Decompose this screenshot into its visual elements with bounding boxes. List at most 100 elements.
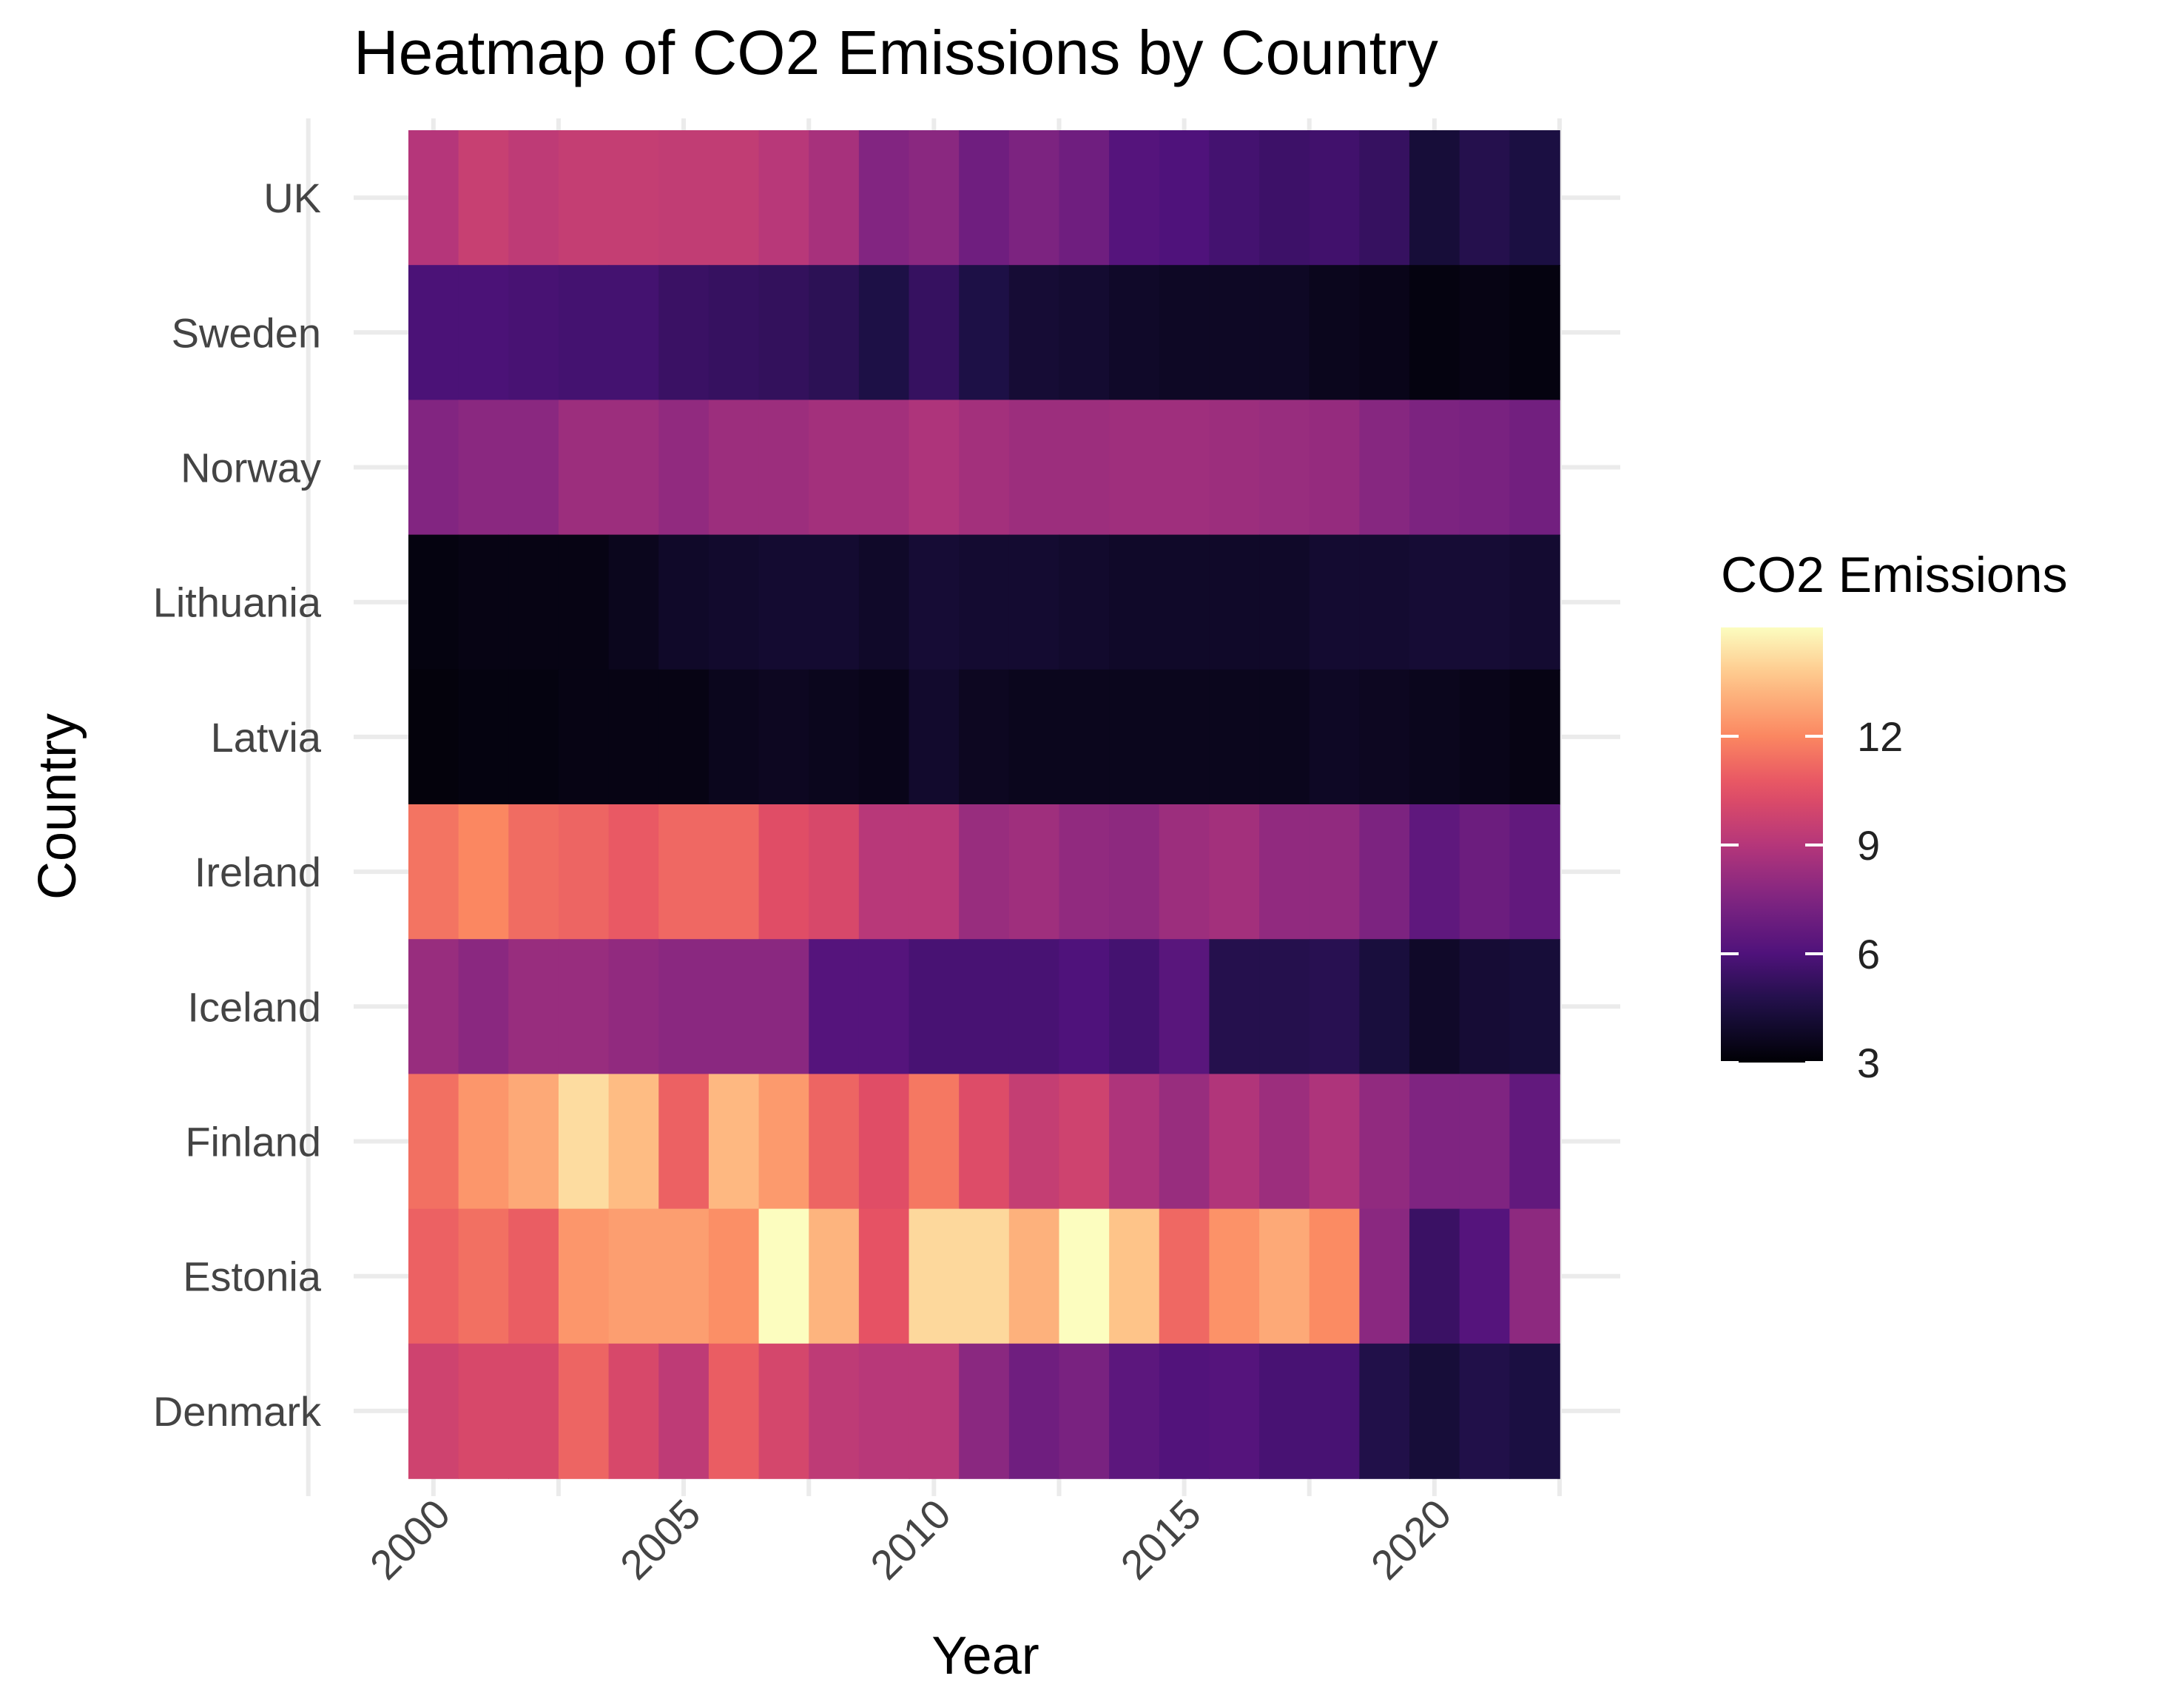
x-axis: 2000 2005 2010 2015 2020 <box>361 1490 1460 1589</box>
heatmap-cell <box>608 1208 660 1344</box>
heatmap-cell <box>858 1208 910 1344</box>
heatmap-cell <box>1459 939 1511 1075</box>
heatmap-cell <box>658 1074 710 1210</box>
y-tick-label: Latvia <box>211 714 322 761</box>
heatmap-cell <box>1459 1074 1511 1210</box>
heatmap-cells <box>408 130 1560 1479</box>
heatmap-cell <box>1509 804 1560 940</box>
heatmap-cell <box>1459 804 1511 940</box>
heatmap-cell <box>408 939 459 1075</box>
heatmap-cell <box>758 1074 810 1210</box>
heatmap-cell <box>1309 1074 1361 1210</box>
heatmap-cell <box>408 534 459 670</box>
heatmap-cell <box>909 1074 960 1210</box>
heatmap-cell <box>608 534 660 670</box>
heatmap-cell <box>758 804 810 940</box>
heatmap-cell <box>1008 1074 1060 1210</box>
heatmap-cell <box>1459 265 1511 401</box>
heatmap-cell <box>1309 669 1361 805</box>
heatmap-cell <box>1059 400 1110 536</box>
heatmap-cell <box>1008 1208 1060 1344</box>
heatmap-cell <box>708 804 760 940</box>
heatmap-cell <box>909 130 960 266</box>
heatmap-cell <box>809 1074 860 1210</box>
heatmap-cell <box>1259 669 1310 805</box>
heatmap-cell <box>1008 265 1060 401</box>
heatmap-cell <box>608 130 660 266</box>
heatmap-cell <box>1309 1343 1361 1479</box>
heatmap-cell <box>658 265 710 401</box>
heatmap-cell <box>909 265 960 401</box>
heatmap-cell <box>1309 1208 1361 1344</box>
heatmap-cell <box>1159 265 1210 401</box>
heatmap-cell <box>1159 804 1210 940</box>
heatmap-cell <box>1008 534 1060 670</box>
heatmap-cell <box>558 804 610 940</box>
heatmap-cell <box>909 1343 960 1479</box>
heatmap-cell <box>1459 400 1511 536</box>
heatmap-cell <box>1409 265 1460 401</box>
heatmap-cell <box>1409 400 1460 536</box>
y-tick-label: Ireland <box>195 849 321 895</box>
heatmap-cell <box>458 265 510 401</box>
heatmap-cell <box>1409 669 1460 805</box>
heatmap-cell <box>1109 804 1160 940</box>
heatmap-cell <box>1008 400 1060 536</box>
y-axis-title: Country <box>28 713 87 900</box>
heatmap-cell <box>558 130 610 266</box>
heatmap-cell <box>1259 939 1310 1075</box>
heatmap-cell <box>1359 265 1410 401</box>
heatmap-cell <box>558 1074 610 1210</box>
heatmap-cell <box>608 669 660 805</box>
heatmap-cell <box>1259 1208 1310 1344</box>
heatmap-cell <box>508 804 559 940</box>
y-tick-label: Iceland <box>187 983 321 1030</box>
heatmap-cell <box>1309 130 1361 266</box>
heatmap-cell <box>858 265 910 401</box>
heatmap-cell <box>1159 130 1210 266</box>
heatmap-cell <box>458 130 510 266</box>
heatmap-cell <box>508 265 559 401</box>
heatmap-cell <box>708 130 760 266</box>
heatmap-cell <box>1109 1074 1160 1210</box>
heatmap-cell <box>1209 939 1260 1075</box>
heatmap-cell <box>959 939 1010 1075</box>
heatmap-cell <box>608 400 660 536</box>
heatmap-cell <box>1309 265 1361 401</box>
heatmap-cell <box>1109 1343 1160 1479</box>
heatmap-cell <box>1159 1343 1210 1479</box>
heatmap-cell <box>1059 804 1110 940</box>
y-tick-label: Norway <box>181 445 321 491</box>
y-tick-label: Lithuania <box>153 579 322 626</box>
heatmap-cell <box>1459 130 1511 266</box>
heatmap-cell <box>858 130 910 266</box>
x-tick-label: 2005 <box>611 1490 710 1589</box>
heatmap-cell <box>858 939 910 1075</box>
heatmap-cell <box>1159 400 1210 536</box>
heatmap-cell <box>1259 804 1310 940</box>
heatmap-cell <box>1359 1343 1410 1479</box>
heatmap-cell <box>608 939 660 1075</box>
heatmap-cell <box>508 1343 559 1479</box>
heatmap-cell <box>1359 804 1410 940</box>
heatmap-cell <box>1059 1074 1110 1210</box>
heatmap-cell <box>1109 265 1160 401</box>
heatmap-cell <box>1459 1343 1511 1479</box>
heatmap-cell <box>1509 265 1560 401</box>
heatmap-cell <box>1359 939 1410 1075</box>
heatmap-cell <box>1209 534 1260 670</box>
heatmap-cell <box>1209 1343 1260 1479</box>
heatmap-cell <box>1109 669 1160 805</box>
heatmap-cell <box>1059 130 1110 266</box>
y-tick-label: UK <box>263 175 321 221</box>
color-legend: CO2 Emissions 3 6 9 12 <box>1721 547 2068 1086</box>
heatmap-cell <box>608 1074 660 1210</box>
y-tick-label: Finland <box>185 1119 321 1165</box>
heatmap-cell <box>1059 534 1110 670</box>
heatmap-cell <box>458 1208 510 1344</box>
heatmap-cell <box>1159 1208 1210 1344</box>
heatmap-cell <box>408 130 459 266</box>
heatmap-cell <box>1059 265 1110 401</box>
heatmap-cell <box>408 1208 459 1344</box>
y-tick-label: Sweden <box>172 309 321 356</box>
